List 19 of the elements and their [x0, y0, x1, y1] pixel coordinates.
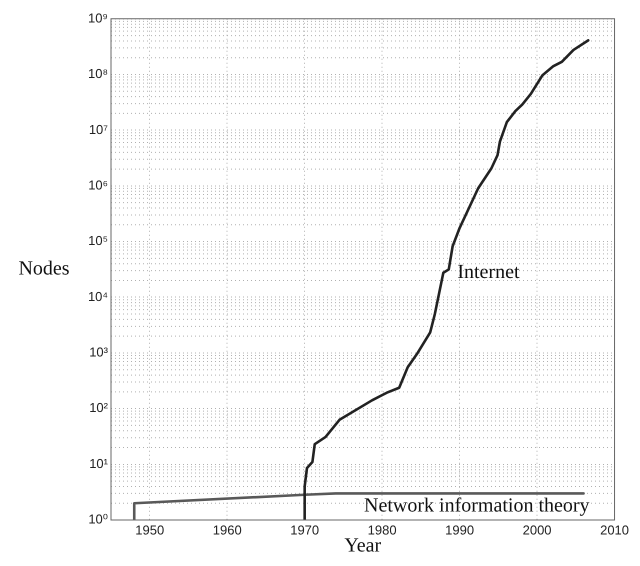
y-tick-label: 10⁶ — [88, 177, 108, 192]
y-tick-label: 10³ — [89, 344, 109, 360]
x-tick-label: 1960 — [212, 522, 242, 538]
y-axis-title: Nodes — [18, 258, 70, 280]
y-tick-label: 10² — [89, 400, 109, 416]
x-tick-label: 2010 — [600, 522, 629, 538]
series-label: Network information theory — [364, 494, 590, 517]
y-tick-label: 10⁸ — [88, 66, 108, 82]
y-tick-label: 10⁷ — [88, 122, 108, 137]
series-label: Internet — [457, 261, 520, 284]
y-tick-label: 10⁴ — [88, 288, 108, 304]
x-tick-label: 2000 — [522, 522, 552, 538]
y-tick-label: 10⁹ — [88, 10, 108, 26]
y-tick-label: 10⁵ — [88, 233, 108, 248]
x-tick-label: 1990 — [445, 522, 474, 538]
y-tick-label: 10⁰ — [88, 512, 108, 527]
y-tick-label: 10¹ — [89, 456, 109, 471]
x-tick-label: 1970 — [290, 522, 320, 538]
x-tick-label: 1950 — [135, 522, 164, 538]
